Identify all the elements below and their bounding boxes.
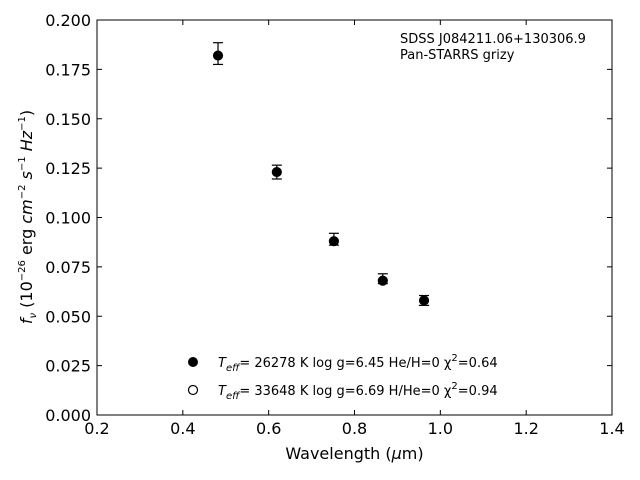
plot-area bbox=[96, 19, 613, 416]
y-tick-label: 0.100 bbox=[45, 209, 91, 228]
x-tick-label: 0.2 bbox=[84, 419, 109, 438]
y-tick-label: 0.125 bbox=[45, 159, 91, 178]
legend-marker-open bbox=[187, 384, 199, 396]
legend: Teff= 26278 K log g=6.45 He/H=0 χ2=0.64 … bbox=[187, 353, 498, 402]
x-tick-label: 1.4 bbox=[599, 419, 624, 438]
legend-marker-filled bbox=[188, 357, 198, 367]
legend-entry-1: Teff= 26278 K log g=6.45 He/H=0 χ2=0.64 bbox=[218, 353, 498, 374]
y-tick-label: 0.175 bbox=[45, 60, 91, 79]
x-axis-ticks: 0.2 0.4 0.6 0.8 1.0 1.2 1.4 bbox=[84, 20, 625, 438]
x-axis-label: Wavelength (μm) bbox=[285, 444, 423, 463]
x-tick-label: 1.2 bbox=[513, 419, 538, 438]
y-tick-label: 0.200 bbox=[45, 11, 91, 30]
x-tick-label: 0.8 bbox=[342, 419, 367, 438]
model-point-filled bbox=[377, 275, 388, 286]
y-tick-label: 0.050 bbox=[45, 307, 91, 326]
x-tick-label: 0.4 bbox=[170, 419, 195, 438]
x-tick-label: 0.6 bbox=[256, 419, 281, 438]
y-axis-ticks: 0.000 0.025 0.050 0.075 0.100 0.125 0.150 0.175… bbox=[45, 11, 612, 425]
model-point-filled bbox=[328, 236, 339, 247]
annotation-line-2: Pan-STARRS grizy bbox=[400, 48, 515, 63]
model-point-filled bbox=[418, 295, 430, 306]
x-tick-label: 1.0 bbox=[428, 419, 453, 438]
y-axis-label: fν (10−26 erg cm−2 s−1 Hz−1) bbox=[17, 110, 39, 324]
legend-entry-2: Teff= 33648 K log g=6.69 H/He=0 χ2=0.94 bbox=[218, 381, 498, 402]
annotation-line-1: SDSS J084211.06+130306.9 bbox=[400, 32, 586, 47]
data-points bbox=[212, 50, 430, 306]
model-point-filled bbox=[271, 166, 282, 178]
model-point-filled bbox=[212, 50, 224, 61]
y-tick-label: 0.025 bbox=[45, 357, 91, 376]
y-tick-label: 0.000 bbox=[45, 406, 91, 425]
y-tick-label: 0.075 bbox=[45, 258, 91, 277]
y-tick-label: 0.150 bbox=[45, 110, 91, 129]
